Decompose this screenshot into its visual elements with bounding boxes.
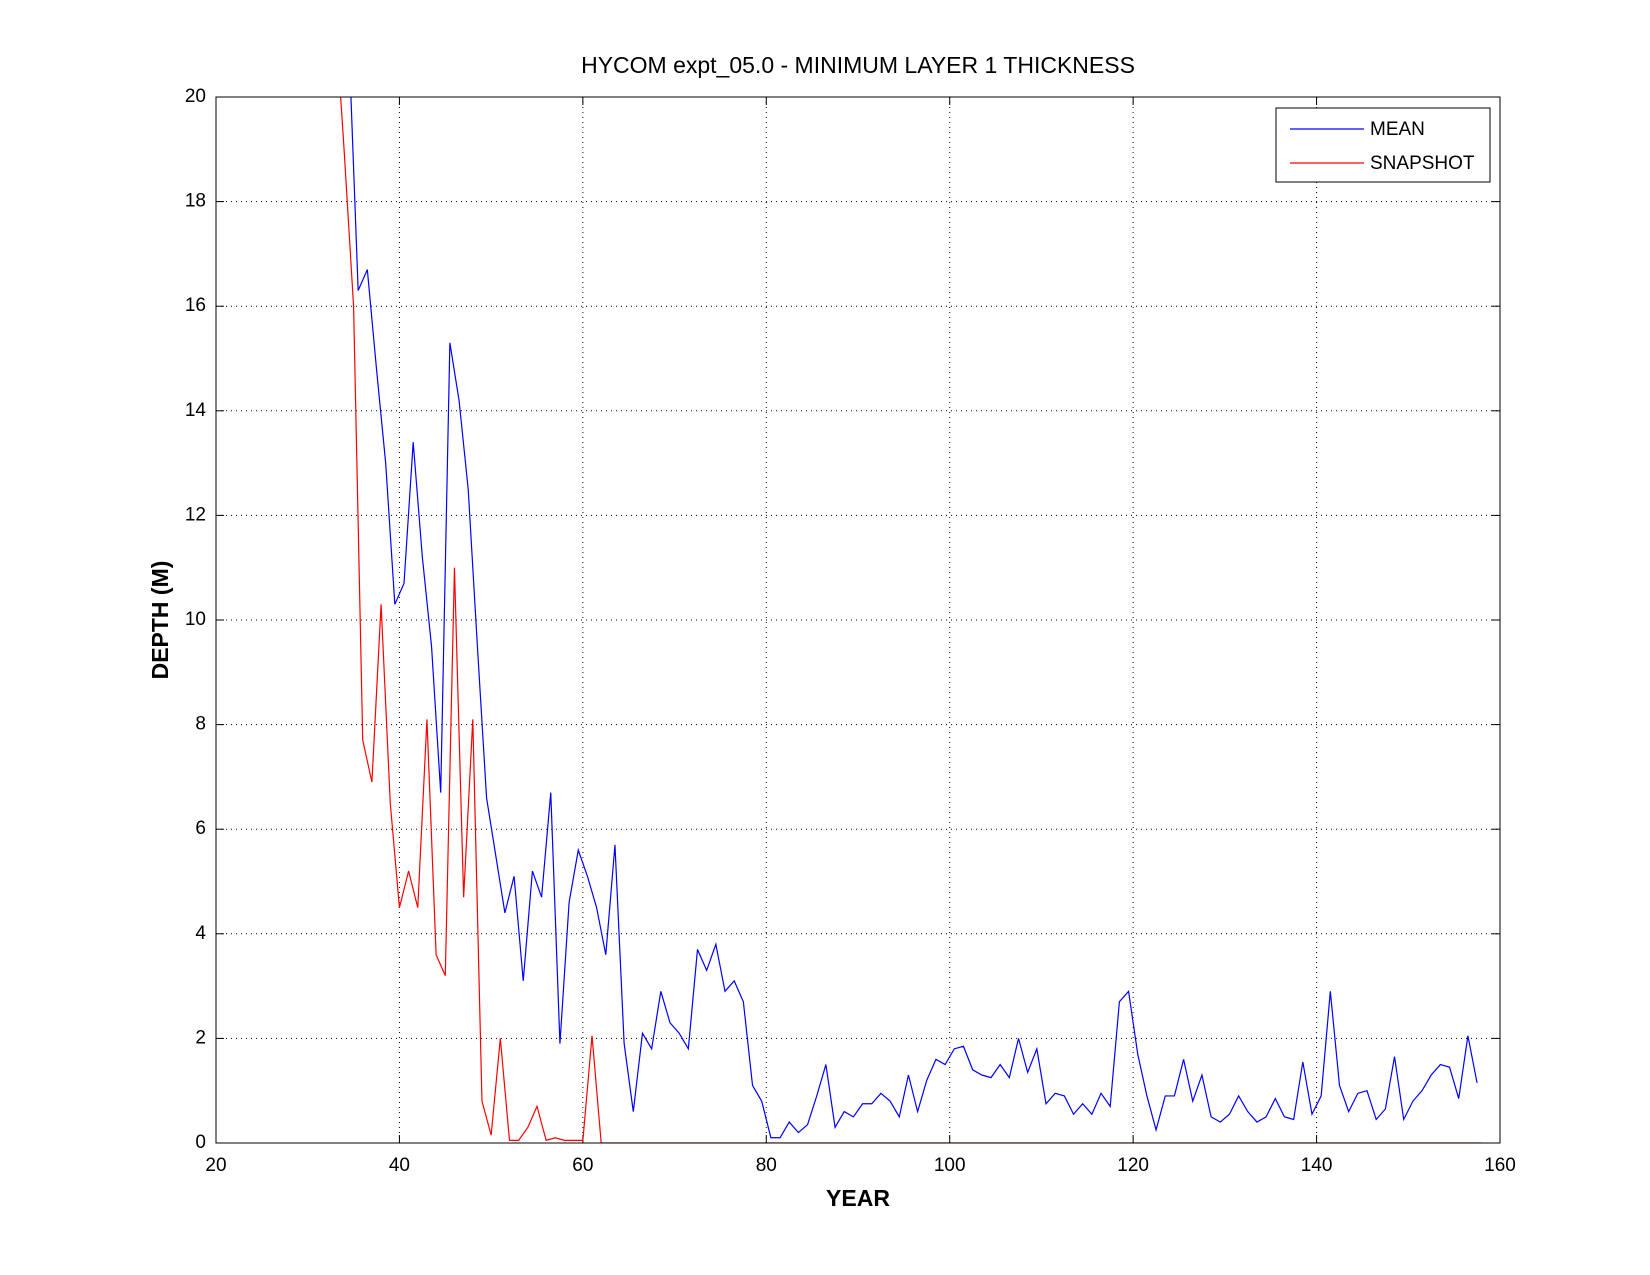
y-tick-label: 0 <box>195 1132 206 1153</box>
series-line <box>350 97 1478 1139</box>
x-tick-label: 140 <box>1301 1155 1333 1176</box>
y-tick-label: 16 <box>185 295 206 316</box>
x-tick-label: 120 <box>1117 1155 1149 1176</box>
legend-label: MEAN <box>1370 119 1425 140</box>
x-tick-label: 20 <box>205 1155 226 1176</box>
x-axis-label: YEAR <box>826 1185 890 1211</box>
y-tick-label: 6 <box>195 818 206 839</box>
x-tick-label: 80 <box>756 1155 777 1176</box>
y-tick-label: 4 <box>195 923 206 944</box>
y-tick-label: 14 <box>185 400 207 421</box>
y-tick-label: 2 <box>195 1027 206 1048</box>
y-tick-label: 8 <box>195 714 206 735</box>
chart-title: HYCOM expt_05.0 - MINIMUM LAYER 1 THICKN… <box>581 52 1135 78</box>
x-tick-label: 160 <box>1484 1155 1516 1176</box>
legend-label: SNAPSHOT <box>1370 153 1475 174</box>
x-tick-label: 100 <box>934 1155 966 1176</box>
plot-background <box>216 97 1500 1143</box>
series-line <box>340 97 1482 1143</box>
legend-box <box>1275 107 1491 183</box>
y-axis-label: DEPTH (M) <box>147 561 173 680</box>
plot-frame <box>215 96 1501 1144</box>
x-tick-label: 40 <box>389 1155 410 1176</box>
x-tick-label: 60 <box>572 1155 593 1176</box>
y-tick-label: 18 <box>185 191 206 212</box>
y-tick-label: 20 <box>185 86 206 107</box>
series-group <box>340 97 1482 1143</box>
y-tick-label: 12 <box>185 504 206 525</box>
y-tick-label: 10 <box>185 609 206 630</box>
legend: MEAN SNAPSHOT <box>1275 107 1491 183</box>
